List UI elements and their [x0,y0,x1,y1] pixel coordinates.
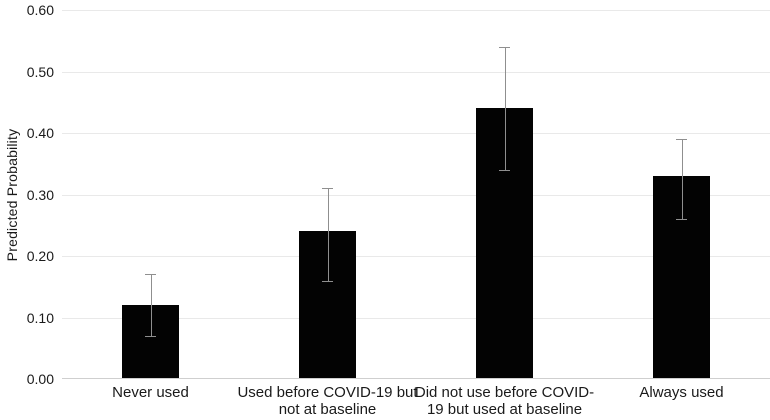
gridline [62,256,770,257]
category-label: Never used [112,384,189,401]
gridline [62,317,770,319]
error-bar-cap [499,46,510,48]
gridline [62,194,770,196]
error-bar-cap [676,219,687,221]
gridline [62,133,770,134]
error-bar-line [150,274,152,336]
plot-area [62,10,770,379]
gridline [62,10,770,11]
y-tick-label: 0.40 [26,125,54,141]
y-tick-label: 0.30 [26,186,54,203]
error-bar-cap [676,139,687,141]
category-label: Did not use before COVID- 19 but used at… [414,384,595,418]
y-tick-label: 0.20 [26,248,54,264]
x-axis-line [62,378,770,379]
error-bar-cap [499,169,510,171]
error-bar-cap [322,188,333,190]
error-bar-cap [145,335,156,337]
y-tick-label: 0.00 [26,371,54,387]
error-bar-cap [145,274,156,276]
error-bar-cap [322,280,333,282]
gridline [62,71,770,73]
category-label: Used before COVID-19 but not at baseline [237,384,418,418]
error-bar-line [327,188,329,281]
error-bar-line [504,46,506,170]
y-tick-label: 0.60 [26,2,54,18]
category-label: Always used [639,384,724,401]
error-bar-line [681,139,683,220]
y-tick-label: 0.50 [26,63,54,80]
y-tick-label: 0.10 [26,309,54,326]
